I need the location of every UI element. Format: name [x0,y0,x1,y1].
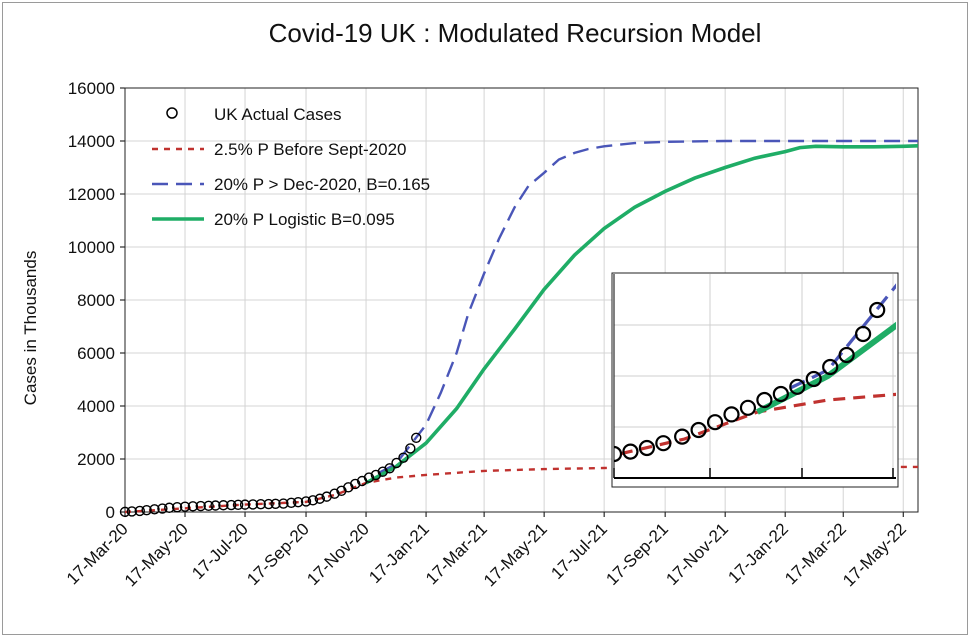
data-point [405,443,416,454]
chart-title: Covid-19 UK : Modulated Recursion Model [269,18,762,48]
legend: UK Actual Cases 2.5% P Before Sept-2020 20… [152,105,430,229]
inset-data-point [638,439,656,457]
x-tick-label: 17-Nov-20 [303,519,373,589]
data-point [210,500,221,511]
data-point [247,499,259,510]
legend-label-20-p-dec-2020-b-0-165: 20% P > Dec-2020, B=0.165 [214,175,430,194]
data-point [329,488,340,499]
series-line-20-p-logistic-b-0-095 [365,144,919,485]
data-point [218,500,229,511]
x-tick-label: 17-Sep-21 [602,519,672,589]
x-tick-label: 17-May-21 [480,519,551,590]
inset-data-point [772,385,789,403]
data-point [179,501,191,512]
y-tick-label: 8000 [77,291,115,310]
inset-data-point [756,391,773,409]
legend-label-20-p-logistic-b-0-095: 20% P Logistic B=0.095 [214,210,395,229]
inset-series-line-2-5-p-before-sept-2020 [614,392,896,457]
x-tick-label: 17-Jul-21 [547,519,611,583]
inset-frame [611,272,899,488]
y-axis-label: Cases in Thousands [21,251,40,406]
data-point [307,495,319,506]
inset-data-point [622,443,639,460]
data-point [411,432,422,443]
legend-marker-uk-actual-cases [166,107,178,119]
data-point [278,498,289,509]
data-point [126,506,138,517]
data-point [398,452,409,463]
data-point [350,478,361,490]
inset-data-point [690,421,707,439]
inset-data-point [822,358,839,376]
data-point [232,499,244,511]
x-tick-label: 17-Jul-20 [188,519,252,583]
inset-data-point [706,414,724,431]
data-point [149,504,160,515]
data-point [300,496,312,507]
legend-label-2-5-p-before-sept-2020: 2.5% P Before Sept-2020 [214,140,407,159]
data-point [157,503,168,514]
y-tick-label: 6000 [77,344,115,363]
x-tick-label: 17-Nov-21 [662,519,732,589]
data-point [370,469,382,481]
y-tick-label: 10000 [68,238,115,257]
inset-data-point [588,449,602,463]
x-tick-label: 17-Sep-20 [243,519,313,589]
series-line-20-p-dec-2020-b-0-165 [379,139,918,474]
data-point [363,472,375,483]
data-point [391,457,402,469]
inset-data-point [854,325,872,343]
inset-data-point [805,370,822,388]
inset [588,272,899,488]
data-point [119,506,131,518]
inset-data-point [838,346,855,364]
data-point [171,502,183,513]
inset-data-point [869,301,886,319]
inset-plot [588,283,896,463]
data-point [164,502,175,513]
data-point [195,500,206,512]
inset-data-point [614,445,623,463]
legend-label-uk-actual-cases: UK Actual Cases [214,105,342,124]
y-tick-label: 4000 [77,397,115,416]
data-point [203,500,214,511]
data-point [134,505,145,517]
data-point [314,493,326,504]
inset-data-point [674,428,691,445]
data-point [226,499,237,511]
data-point [255,499,266,510]
data-point [270,498,281,509]
x-tick-label: 17-May-22 [839,519,910,590]
y-tick-label: 16000 [68,79,115,98]
data-point [263,498,274,510]
inset-data-point [655,435,672,452]
inset-data-point [739,399,757,416]
x-tick-label: 17-May-20 [121,519,192,590]
plot-border [124,87,919,513]
data-point [187,501,199,512]
y-tick-label: 0 [106,503,115,522]
data-point [384,463,395,474]
data-point [286,497,297,509]
data-point [292,496,304,508]
data-point [141,504,152,516]
inset-data-point [723,406,740,423]
y-tick-label: 12000 [68,185,115,204]
y-tick-label: 14000 [68,132,115,151]
series-layer [119,139,919,518]
inset-data-point [789,378,806,395]
y-tick-label: 2000 [77,450,115,469]
data-point [239,499,251,510]
